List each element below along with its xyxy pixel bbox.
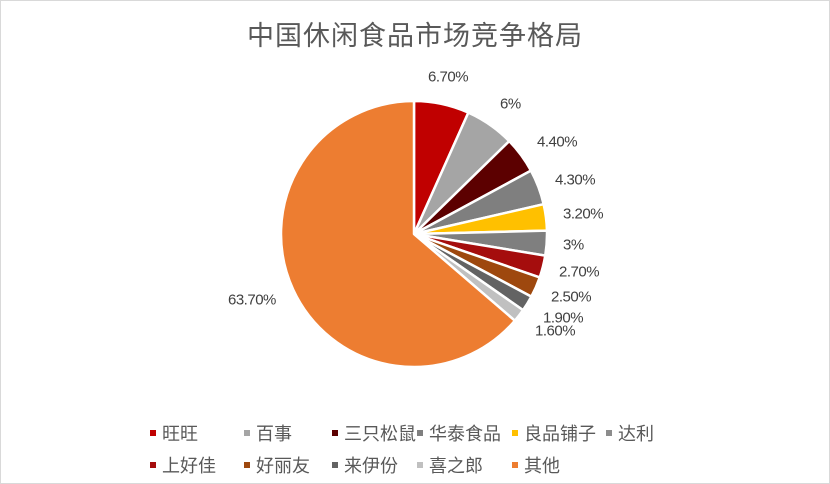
legend-swatch-icon bbox=[244, 462, 250, 468]
legend-item: 旺旺 bbox=[150, 418, 198, 448]
legend-item: 三只松鼠 bbox=[332, 418, 416, 448]
legend-item: 良品铺子 bbox=[512, 418, 596, 448]
legend-label: 喜之郎 bbox=[429, 456, 483, 477]
legend-label: 三只松鼠 bbox=[344, 424, 416, 445]
data-label: 3% bbox=[563, 236, 584, 254]
legend-swatch-icon bbox=[150, 462, 156, 468]
data-label: 2.70% bbox=[559, 263, 600, 281]
legend-label: 良品铺子 bbox=[524, 424, 596, 445]
legend-swatch-icon bbox=[606, 430, 612, 436]
legend-item: 华泰食品 bbox=[417, 418, 501, 448]
legend-label: 其他 bbox=[524, 456, 560, 477]
data-label: 3.20% bbox=[563, 205, 604, 223]
data-label: 4.30% bbox=[555, 171, 596, 189]
legend-swatch-icon bbox=[244, 430, 250, 436]
legend-label: 旺旺 bbox=[162, 424, 198, 445]
legend-item: 上好佳 bbox=[150, 450, 216, 480]
legend-label: 上好佳 bbox=[162, 456, 216, 477]
data-label: 4.40% bbox=[537, 133, 578, 151]
legend-item: 好丽友 bbox=[244, 450, 310, 480]
data-label: 2.50% bbox=[551, 288, 592, 306]
legend-swatch-icon bbox=[512, 430, 518, 436]
legend-item: 其他 bbox=[512, 450, 560, 480]
legend-row: 上好佳 好丽友 来伊份 喜之郎 其他 bbox=[150, 450, 710, 482]
legend-item: 来伊份 bbox=[332, 450, 398, 480]
pie-slice-其他 bbox=[279, 99, 517, 369]
data-label: 63.70% bbox=[228, 291, 276, 309]
legend-swatch-icon bbox=[332, 462, 338, 468]
legend-label: 好丽友 bbox=[256, 456, 310, 477]
legend-row: 旺旺 百事 三只松鼠 华泰食品 良品铺子 达利 bbox=[150, 418, 710, 450]
legend-label: 华泰食品 bbox=[429, 424, 501, 445]
legend-swatch-icon bbox=[150, 430, 156, 436]
legend-swatch-icon bbox=[512, 462, 518, 468]
data-label: 6.70% bbox=[428, 68, 469, 86]
legend-item: 达利 bbox=[606, 418, 654, 448]
legend-swatch-icon bbox=[332, 430, 338, 436]
legend-label: 来伊份 bbox=[344, 456, 398, 477]
legend-swatch-icon bbox=[417, 462, 423, 468]
data-label: 1.90% bbox=[543, 309, 584, 327]
data-label: 1.60% bbox=[535, 322, 576, 340]
legend-label: 百事 bbox=[256, 424, 292, 445]
chart-title: 中国休闲食品市场竞争格局 bbox=[247, 21, 583, 52]
legend-swatch-icon bbox=[417, 430, 423, 436]
legend-label: 达利 bbox=[618, 424, 654, 445]
data-label: 6% bbox=[500, 95, 521, 113]
legend-item: 喜之郎 bbox=[417, 450, 483, 480]
legend: 旺旺 百事 三只松鼠 华泰食品 良品铺子 达利 上好佳 好丽友 来伊份 喜之郎 其他 bbox=[150, 418, 710, 482]
legend-item: 百事 bbox=[244, 418, 292, 448]
